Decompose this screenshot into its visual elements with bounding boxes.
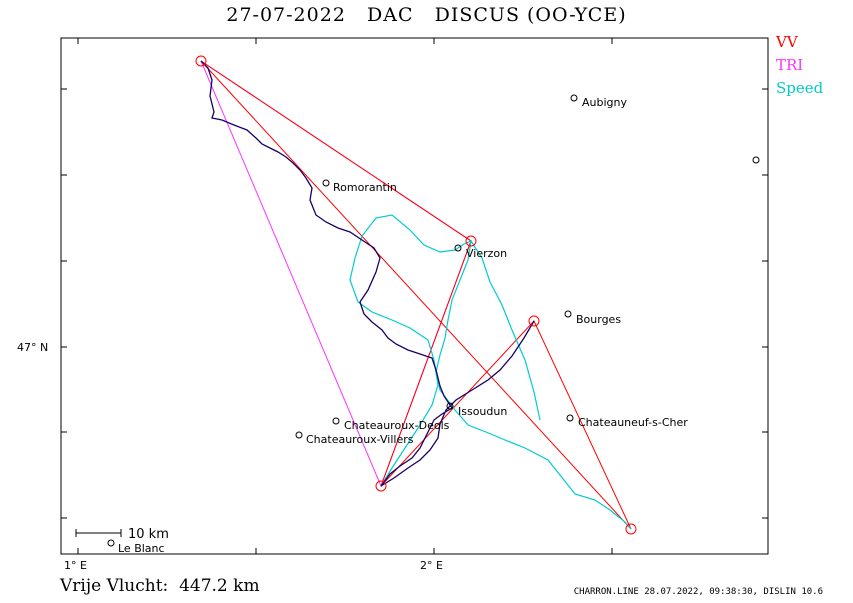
legend-vv: VV bbox=[776, 33, 798, 51]
x-tick-label: 1° E bbox=[64, 559, 87, 572]
axis-ticks bbox=[61, 38, 768, 554]
map-frame bbox=[60, 37, 769, 555]
y-tick-label: 47° N bbox=[17, 341, 48, 354]
town-label: Bourges bbox=[576, 313, 621, 326]
free-flight-course bbox=[200, 60, 632, 530]
legend-tri: TRI bbox=[776, 56, 804, 74]
distance-readout: Vrije Vlucht: 447.2 km bbox=[60, 576, 260, 596]
town-label: Vierzon bbox=[466, 247, 507, 260]
map-title: 27-07-2022 DAC DISCUS (OO-YCE) bbox=[226, 4, 627, 26]
turnpoints bbox=[195, 55, 637, 535]
town-label: Aubigny bbox=[582, 96, 627, 109]
town-label: Issoudun bbox=[458, 405, 507, 418]
town-label: Chateauroux-Deols bbox=[344, 419, 450, 432]
town-label: Chateauroux-Villers bbox=[306, 433, 414, 446]
town-label: Chateauneuf-s-Cher bbox=[578, 416, 688, 429]
speed-track bbox=[349, 214, 632, 530]
generation-info: CHARRON.LINE 28.07.2022, 09:38:30, DISLI… bbox=[573, 587, 823, 597]
x-tick-label: 2° E bbox=[420, 559, 443, 572]
legend-speed: Speed bbox=[776, 79, 824, 97]
town-label: Le Blanc bbox=[118, 542, 165, 555]
scale-bar bbox=[75, 529, 122, 537]
scale-bar-label: 10 km bbox=[128, 527, 169, 542]
town-label: Romorantin bbox=[333, 181, 397, 194]
town-markers bbox=[107, 94, 760, 547]
gps-track bbox=[200, 60, 535, 487]
